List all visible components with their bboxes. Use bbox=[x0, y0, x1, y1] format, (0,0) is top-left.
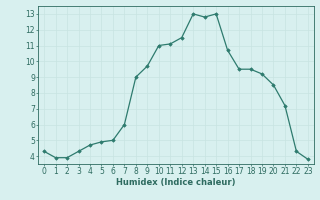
X-axis label: Humidex (Indice chaleur): Humidex (Indice chaleur) bbox=[116, 178, 236, 187]
